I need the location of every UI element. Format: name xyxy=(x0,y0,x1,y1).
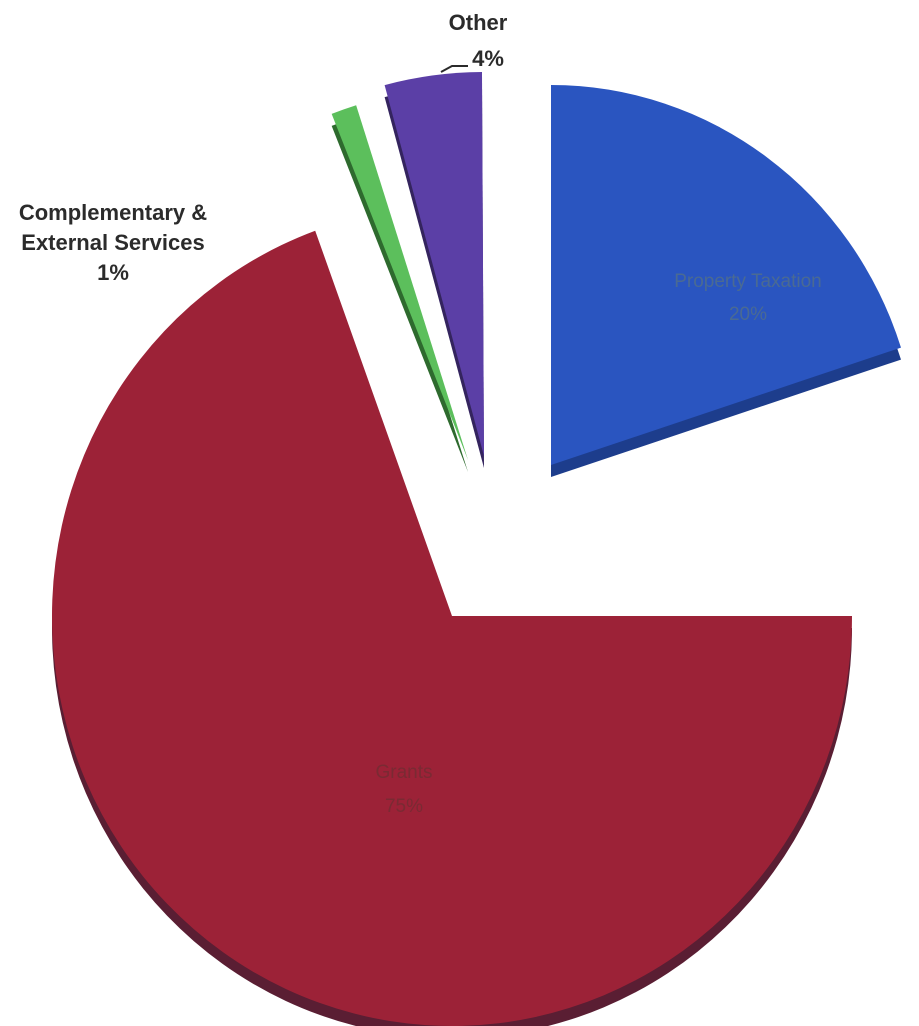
label-other-percent: 4% xyxy=(472,46,504,71)
slice-complementary-side xyxy=(331,117,468,473)
label-property-taxation-percent: 20% xyxy=(729,304,767,325)
label-other-leader-line xyxy=(440,65,468,73)
label-property-taxation-name: Property Taxation xyxy=(674,271,822,292)
slice-complementary-top xyxy=(331,105,468,461)
pie-slices xyxy=(52,72,901,1026)
slice-grants-top xyxy=(52,230,852,1026)
label-grants-percent: 75% xyxy=(385,796,423,817)
slice-complementary xyxy=(331,105,468,473)
slice-property-taxation-top xyxy=(551,85,901,465)
label-complementary-line2: External Services xyxy=(21,230,204,255)
label-grants-name: Grants xyxy=(375,762,432,783)
label-complementary-percent: 1% xyxy=(97,260,129,285)
slice-other-top xyxy=(384,72,484,457)
slice-grants xyxy=(52,230,852,1026)
pie-labels: Other 4% Complementary & External Servic… xyxy=(19,10,822,817)
slice-other xyxy=(384,72,484,469)
label-complementary-line1: Complementary & xyxy=(19,200,207,225)
slice-property-taxation xyxy=(551,85,901,477)
label-other-name: Other xyxy=(449,10,508,35)
